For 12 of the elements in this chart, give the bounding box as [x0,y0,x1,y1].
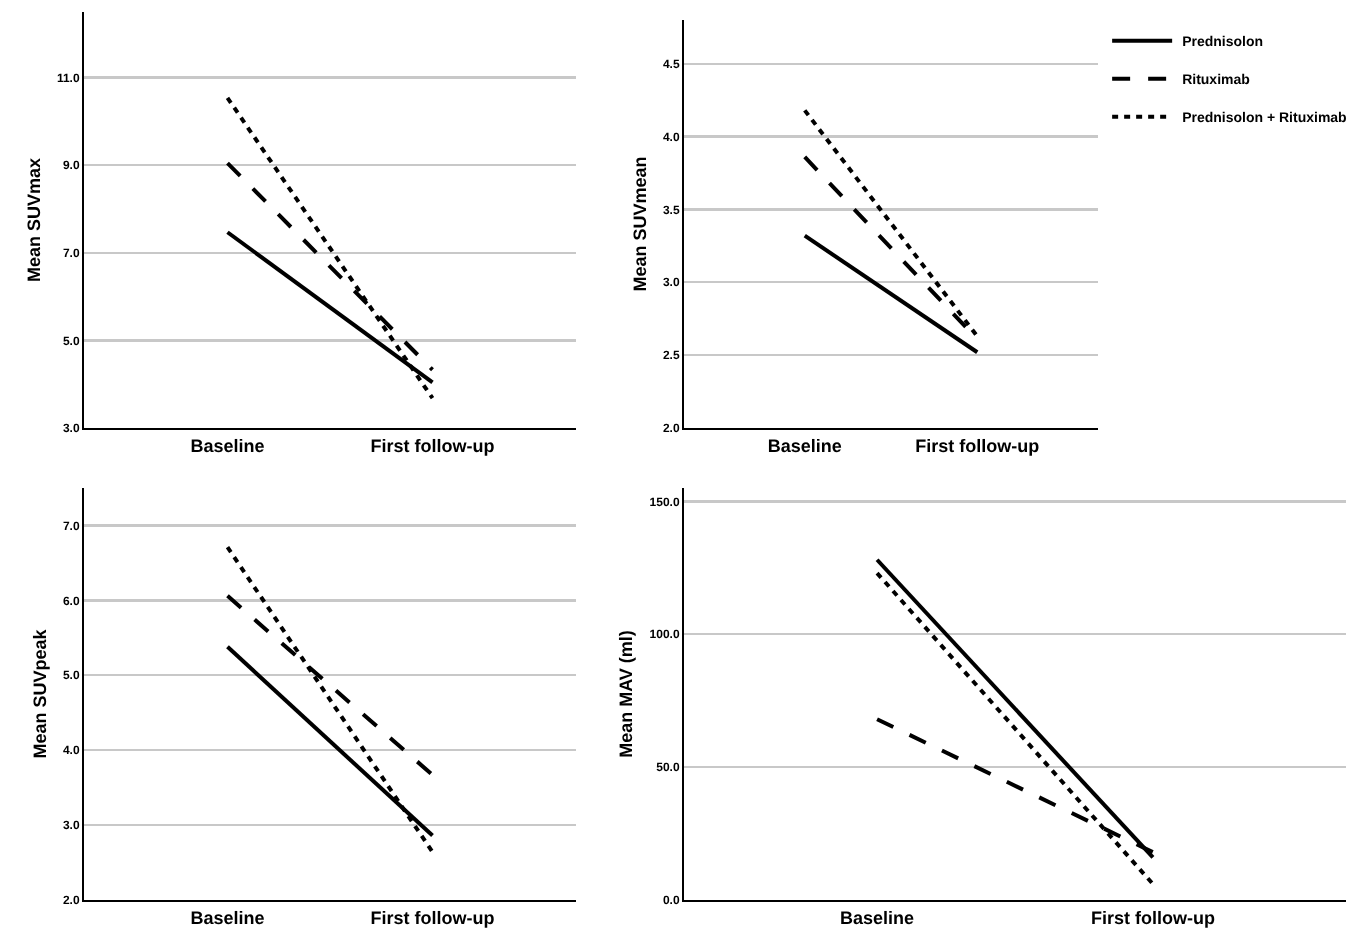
x-tick-label: First follow-up [1090,907,1216,928]
x-tick-label: Baseline [190,435,265,456]
x-tick-label: Baseline [190,907,265,928]
x-tick-label: First follow-up [370,907,496,928]
x-tick-label: Baseline [767,435,842,456]
x-tick-label: First follow-up [370,435,496,456]
x-tick-label: Baseline [840,907,915,928]
y-axis-title: Mean MAV (ml) [616,630,637,758]
y-axis-title: Mean SUVmean [629,156,650,292]
x-tick-label: First follow-up [915,435,1041,456]
y-axis-title: Mean SUVmax [23,157,44,283]
y-axis-title: Mean SUVpeak [29,627,50,759]
